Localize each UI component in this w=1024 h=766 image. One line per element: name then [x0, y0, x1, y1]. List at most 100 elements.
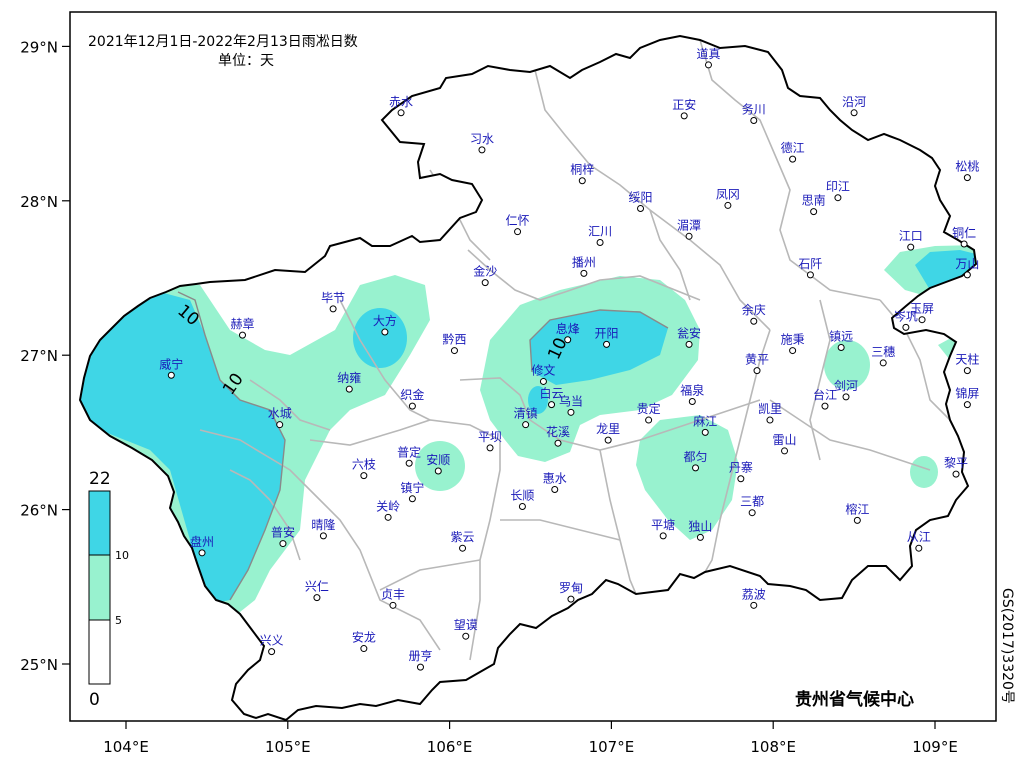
station-name: 福泉	[680, 383, 704, 398]
station: 贞丰	[381, 587, 405, 609]
station-marker	[360, 645, 368, 653]
station-name: 天柱	[955, 352, 979, 367]
station: 思南	[802, 193, 826, 216]
station-name: 平塘	[651, 517, 675, 532]
station-marker	[276, 421, 284, 429]
station-name: 息烽	[556, 321, 580, 336]
station-name: 长顺	[510, 489, 534, 503]
station: 惠水	[543, 472, 567, 494]
station-marker	[837, 343, 845, 351]
station: 正安	[672, 97, 696, 120]
shade-anshun-5-10	[415, 441, 465, 491]
station-marker	[737, 475, 745, 483]
station-name: 麻江	[693, 413, 717, 428]
shade-dafang-10-22	[353, 308, 407, 368]
station: 湄潭	[677, 218, 701, 240]
shade-kaiyang-10-22	[530, 310, 668, 385]
station-name: 余庆	[742, 302, 766, 317]
county-boundaries	[199, 39, 951, 661]
station-name: 仁怀	[506, 214, 530, 228]
station-marker	[696, 533, 704, 541]
station-name: 赫章	[230, 316, 254, 331]
station: 大方	[373, 313, 397, 336]
station-marker	[806, 271, 814, 279]
station: 水城	[268, 407, 292, 429]
station-name: 黔西	[442, 332, 466, 347]
plot-frame	[69, 11, 997, 722]
station-marker	[279, 540, 287, 548]
lat-tick-label: 26°N	[20, 502, 58, 520]
station-marker	[481, 279, 489, 287]
station-marker	[514, 228, 522, 236]
station-name: 凯里	[758, 402, 782, 416]
station: 万山	[955, 257, 979, 279]
legend-label-0: 0	[89, 690, 100, 710]
map-unit: 单位：天	[218, 53, 274, 69]
station: 瓮安	[677, 325, 701, 348]
station-marker	[522, 421, 530, 429]
station-name: 荔波	[742, 587, 766, 601]
station-name: 惠水	[543, 472, 567, 486]
station-name: 施秉	[781, 333, 805, 347]
station-marker	[645, 416, 653, 424]
station: 从江	[907, 530, 931, 552]
station-name: 铜仁	[952, 225, 976, 240]
station: 毕节	[321, 291, 345, 313]
station-marker	[750, 117, 758, 125]
legend-box-10-22	[88, 490, 111, 556]
legend-label-10: 10	[115, 549, 129, 562]
station: 天柱	[955, 352, 979, 375]
station-name: 三都	[740, 495, 764, 509]
station-marker	[701, 428, 709, 436]
station-marker	[580, 269, 588, 277]
map-review-number: GS(2017)3320号	[999, 588, 1015, 704]
station-name: 清镇	[514, 407, 538, 421]
station-name: 绥阳	[629, 191, 653, 205]
station-marker	[842, 393, 850, 401]
station: 开阳	[595, 326, 619, 348]
station-marker	[198, 549, 206, 557]
station-name: 修文	[531, 362, 555, 377]
station: 铜仁	[952, 225, 976, 248]
station-name: 安顺	[426, 452, 450, 467]
shade-qiannan-5-10	[636, 415, 738, 540]
shade-baiyun-10-22	[528, 386, 548, 414]
station: 紫云	[451, 530, 475, 552]
station-name: 桐梓	[570, 162, 594, 177]
station: 绥阳	[629, 191, 653, 213]
station-marker	[554, 439, 562, 447]
legend-label-5: 5	[115, 614, 122, 627]
station: 镇远	[829, 329, 853, 351]
station-marker	[567, 595, 575, 603]
station-marker	[659, 532, 667, 540]
station-name: 玉屏	[910, 302, 934, 316]
station: 安顺	[426, 452, 450, 475]
station-name: 湄潭	[677, 218, 701, 232]
station-name: 镇宁	[400, 480, 424, 495]
station: 晴隆	[311, 517, 335, 540]
station-marker	[551, 486, 559, 494]
station-marker	[952, 470, 960, 478]
station: 凯里	[758, 402, 782, 424]
station-marker	[268, 648, 276, 656]
lon-tick-label: 105°E	[265, 738, 311, 756]
station-name: 都匀	[684, 450, 708, 464]
station-marker	[462, 632, 470, 640]
producer-credit: 贵州省气候中心	[795, 689, 914, 710]
station: 修文	[531, 362, 555, 385]
station-marker	[408, 402, 416, 410]
contour-10-lines	[177, 291, 669, 601]
legend-label-22: 22	[89, 469, 111, 489]
station-name: 道真	[696, 47, 720, 61]
station-marker	[724, 201, 732, 209]
station: 施秉	[781, 333, 805, 355]
station-name: 毕节	[321, 291, 345, 305]
station: 台江	[813, 387, 837, 410]
station: 仁怀	[506, 214, 530, 236]
station-marker	[603, 340, 611, 348]
station-marker	[345, 385, 353, 393]
station: 赤水	[389, 95, 413, 117]
station: 石阡	[798, 256, 822, 279]
station: 德江	[781, 140, 805, 163]
